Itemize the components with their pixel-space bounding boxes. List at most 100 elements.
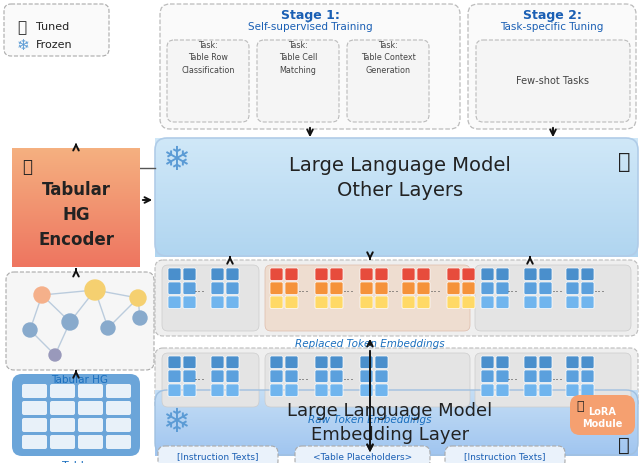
Bar <box>155 412 638 413</box>
Text: LoRA
Module: LoRA Module <box>582 407 622 429</box>
Bar <box>155 448 638 450</box>
FancyBboxPatch shape <box>106 418 131 432</box>
Bar <box>12 225 140 226</box>
Bar <box>155 452 638 453</box>
Bar <box>12 250 140 251</box>
Bar <box>155 252 638 254</box>
Bar <box>155 205 638 206</box>
Bar <box>155 152 638 154</box>
Bar <box>12 201 140 202</box>
Bar <box>155 220 638 221</box>
Text: ...: ... <box>594 282 606 295</box>
Bar <box>12 216 140 218</box>
Bar <box>155 431 638 432</box>
FancyBboxPatch shape <box>566 268 579 281</box>
Bar <box>155 450 638 451</box>
Bar <box>155 425 638 426</box>
Bar <box>155 203 638 205</box>
Bar <box>12 228 140 230</box>
Bar <box>12 241 140 243</box>
Bar <box>12 173 140 175</box>
Bar <box>155 241 638 243</box>
FancyBboxPatch shape <box>183 356 196 369</box>
Bar <box>12 176 140 177</box>
Bar <box>155 208 638 209</box>
Bar <box>12 183 140 184</box>
FancyBboxPatch shape <box>360 384 373 396</box>
Bar <box>12 215 140 217</box>
Bar <box>155 430 638 432</box>
Text: Tabular HG: Tabular HG <box>51 375 109 385</box>
Text: ...: ... <box>343 282 355 295</box>
Bar <box>155 201 638 202</box>
FancyBboxPatch shape <box>347 40 429 122</box>
FancyBboxPatch shape <box>330 282 343 294</box>
Bar <box>155 198 638 200</box>
Bar <box>12 193 140 194</box>
Bar <box>155 177 638 179</box>
Bar <box>12 236 140 238</box>
Bar <box>12 161 140 163</box>
Bar <box>12 163 140 164</box>
FancyBboxPatch shape <box>360 296 373 308</box>
FancyBboxPatch shape <box>22 401 47 415</box>
Bar <box>12 237 140 238</box>
FancyBboxPatch shape <box>226 282 239 294</box>
Bar <box>12 152 140 154</box>
Bar <box>12 182 140 183</box>
Text: Stage 1:: Stage 1: <box>280 8 339 21</box>
Bar <box>12 172 140 174</box>
FancyBboxPatch shape <box>481 356 494 369</box>
Bar <box>12 212 140 213</box>
Bar <box>155 399 638 400</box>
Bar <box>12 221 140 223</box>
Bar <box>12 252 140 254</box>
Bar <box>12 180 140 181</box>
FancyBboxPatch shape <box>106 435 131 449</box>
FancyBboxPatch shape <box>581 296 594 308</box>
Bar <box>155 196 638 198</box>
Text: Tabular
HG
Encoder: Tabular HG Encoder <box>38 181 114 249</box>
Bar <box>12 153 140 155</box>
Bar <box>155 179 638 181</box>
Bar <box>155 449 638 450</box>
Bar <box>155 165 638 167</box>
FancyBboxPatch shape <box>78 401 103 415</box>
Bar <box>12 162 140 163</box>
FancyBboxPatch shape <box>539 268 552 281</box>
FancyBboxPatch shape <box>360 356 373 369</box>
Bar <box>155 393 638 394</box>
FancyBboxPatch shape <box>524 356 537 369</box>
FancyBboxPatch shape <box>330 370 343 382</box>
FancyBboxPatch shape <box>539 370 552 382</box>
Bar <box>155 186 638 188</box>
FancyBboxPatch shape <box>168 268 181 281</box>
Bar <box>12 186 140 188</box>
Bar <box>155 191 638 193</box>
Text: ❄: ❄ <box>17 38 29 53</box>
Bar <box>155 426 638 427</box>
FancyBboxPatch shape <box>168 384 181 396</box>
Bar <box>155 397 638 399</box>
Bar <box>155 163 638 164</box>
FancyBboxPatch shape <box>447 296 460 308</box>
Text: ❄: ❄ <box>162 144 190 176</box>
FancyBboxPatch shape <box>315 356 328 369</box>
Bar <box>155 247 638 249</box>
FancyBboxPatch shape <box>265 265 470 331</box>
Text: ...: ... <box>194 282 206 295</box>
FancyBboxPatch shape <box>315 296 328 308</box>
Bar <box>12 181 140 182</box>
FancyBboxPatch shape <box>581 370 594 382</box>
Bar <box>155 404 638 406</box>
FancyBboxPatch shape <box>50 401 75 415</box>
FancyBboxPatch shape <box>481 384 494 396</box>
FancyBboxPatch shape <box>375 384 388 396</box>
Bar <box>12 150 140 151</box>
Bar <box>155 422 638 424</box>
FancyBboxPatch shape <box>183 268 196 281</box>
Bar <box>155 183 638 184</box>
Bar <box>155 250 638 251</box>
FancyBboxPatch shape <box>183 384 196 396</box>
Bar <box>155 168 638 169</box>
